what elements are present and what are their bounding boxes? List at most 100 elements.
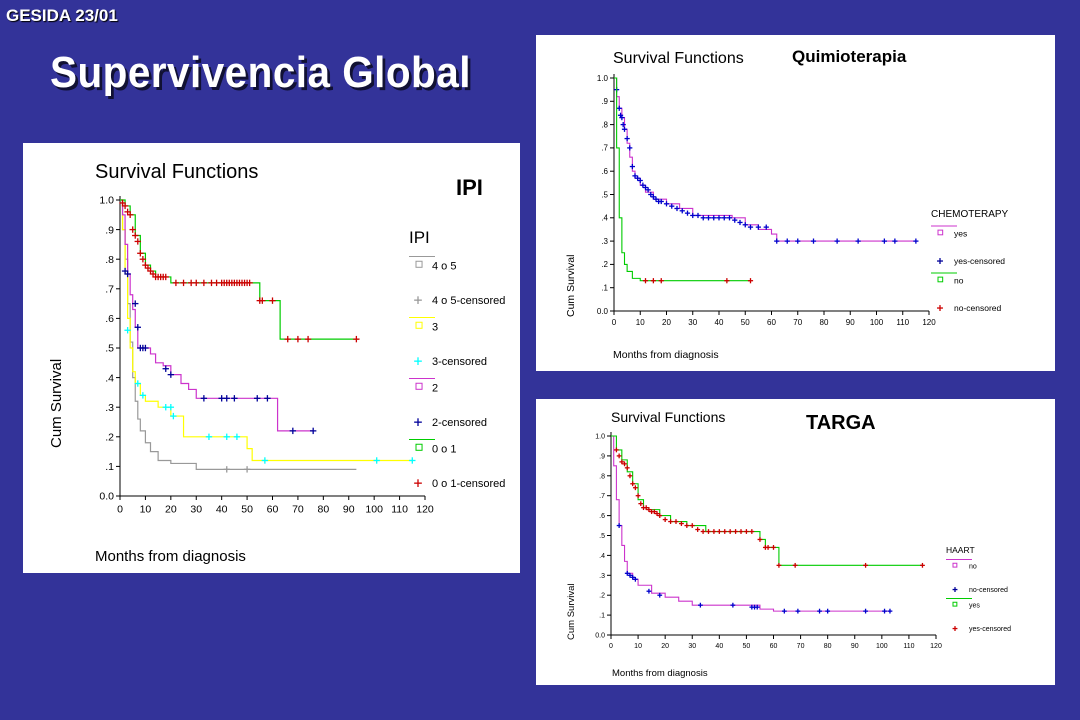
targa-panel-label: TARGA xyxy=(806,412,876,434)
targa-legend-label: yes-censored xyxy=(969,626,1011,633)
chemo-series-0-censor-mark xyxy=(700,215,706,221)
chemo-series-0-censor-mark xyxy=(763,224,769,230)
chemo-xtick-label: 0 xyxy=(612,318,617,327)
targa-series-1-censor-mark xyxy=(722,529,728,534)
targa-series-1-censor-mark xyxy=(689,523,695,528)
chemo-series-0-censor-mark xyxy=(637,177,643,184)
ipi-ytick-label: 0.0 xyxy=(99,491,114,503)
chemo-xtick-label: 90 xyxy=(846,318,855,327)
targa-y-axis-label: Cum Survival xyxy=(566,584,577,641)
targa-series-1-censor-mark xyxy=(632,485,638,491)
chemo-series-1-censor-mark xyxy=(747,278,754,284)
chemo-xtick-label: 20 xyxy=(662,318,671,327)
targa-xtick-label: 60 xyxy=(770,643,778,650)
chemo-series-0-line xyxy=(614,77,916,242)
ipi-legend-label: 4 o 5-censored xyxy=(432,295,505,307)
targa-series-0-censor-mark xyxy=(825,608,831,614)
chemo-ytick-label: .5 xyxy=(601,190,608,199)
targa-series-1-censor-mark xyxy=(614,447,619,453)
targa-xtick-label: 0 xyxy=(609,643,613,650)
targa-series-1-censor-mark xyxy=(771,545,776,550)
targa-series-1-censor-mark xyxy=(627,473,633,479)
ipi-series-3-censor-mark xyxy=(134,238,141,245)
targa-ytick-label: .1 xyxy=(599,613,605,620)
ipi-ytick-label: .3 xyxy=(105,402,114,414)
ipi-y-axis-label: Cum Survival xyxy=(48,359,65,448)
ipi-legend-label: 2-censored xyxy=(432,417,487,429)
chemo-series-0-censor-mark xyxy=(640,182,646,188)
chemo-legend-label: yes-censored xyxy=(954,256,1005,266)
targa-xtick-label: 80 xyxy=(824,643,832,650)
targa-xtick-label: 110 xyxy=(903,643,914,650)
targa-xtick-label: 100 xyxy=(876,643,888,650)
targa-series-0-censor-mark xyxy=(882,608,887,614)
ipi-series-3-censor-mark xyxy=(259,297,266,304)
targa-xtick-label: 10 xyxy=(634,643,642,650)
ipi-series-0-line xyxy=(120,199,357,470)
targa-xtick-label: 70 xyxy=(797,643,805,650)
targa-ytick-label: 0.0 xyxy=(595,632,605,639)
chemo-xtick-label: 110 xyxy=(896,318,909,327)
targa-series-1-censor-mark xyxy=(624,465,630,471)
chemo-legend-swatch xyxy=(937,229,944,236)
ipi-xtick-label: 70 xyxy=(292,504,304,516)
targa-ytick-label: .7 xyxy=(599,493,605,500)
ipi-series-3-censor-mark xyxy=(121,202,129,210)
ipi-series-0-censor-mark xyxy=(243,466,251,473)
targa-legend-label: no-censored xyxy=(969,587,1008,594)
targa-series-1-censor-mark xyxy=(654,511,660,517)
targa-series-1-censor-mark xyxy=(776,562,782,568)
ipi-ytick-label: 1.0 xyxy=(99,195,114,207)
targa-series-0-censor-mark xyxy=(863,608,868,614)
targa-chart-title: Survival Functions xyxy=(611,409,725,425)
targa-legend-censor-mark xyxy=(952,587,958,592)
chemo-xtick-label: 50 xyxy=(741,318,750,327)
chemo-series-0-censor-mark xyxy=(721,215,727,221)
targa-series-1-censor-mark xyxy=(668,519,673,524)
chemo-series-0-censor-mark xyxy=(627,145,633,151)
targa-series-0-censor-mark xyxy=(624,570,630,576)
targa-series-1-censor-mark xyxy=(733,529,738,534)
ipi-legend-title: IPI xyxy=(409,228,430,247)
targa-series-1-censor-mark xyxy=(616,453,622,459)
ipi-series-2-censor-mark xyxy=(264,395,271,402)
ipi-series-2-censor-mark xyxy=(231,395,238,402)
chemo-series-0-censor-mark xyxy=(645,187,651,193)
ipi-series-1-censor-mark xyxy=(223,433,230,440)
ipi-xtick-label: 20 xyxy=(165,504,177,516)
ipi-legend-censor-mark xyxy=(414,418,422,426)
chemo-series-0-censor-mark xyxy=(795,238,801,244)
targa-series-0-censor-mark xyxy=(795,608,801,614)
ipi-series-3-line xyxy=(120,199,359,340)
targa-series-1-censor-mark xyxy=(757,537,763,542)
ipi-xtick-label: 40 xyxy=(216,504,228,516)
chemo-chart-panel: Survival Functions Quimioterapia 0.0 .1 .2 .3… xyxy=(536,35,1055,371)
targa-legend-censor-mark xyxy=(952,626,958,631)
ipi-series-1-censor-mark xyxy=(134,380,141,387)
chemo-xtick-label: 60 xyxy=(767,318,776,327)
ipi-series-1-censor-mark xyxy=(261,457,269,464)
targa-series-0-censor-mark xyxy=(730,602,736,608)
targa-series-0-censor-mark xyxy=(627,572,633,578)
chemo-xtick-label: 80 xyxy=(820,318,829,327)
targa-series-1-censor-mark xyxy=(863,562,868,568)
chemo-series-1-censor-mark xyxy=(724,278,730,284)
ipi-series-3-censor-mark xyxy=(137,250,144,257)
ipi-series-3-censor-mark xyxy=(126,211,134,218)
ipi-series-2-censor-mark xyxy=(132,300,139,307)
chemo-series-0-censor-mark xyxy=(810,238,817,244)
ipi-xtick-label: 80 xyxy=(317,504,329,516)
ipi-series-1-line xyxy=(120,199,413,462)
ipi-series-3-censor-mark xyxy=(162,273,169,281)
chemo-xtick-label: 10 xyxy=(636,318,645,327)
chemo-xtick-label: 40 xyxy=(715,318,724,327)
chemo-ytick-label: .3 xyxy=(601,237,608,246)
ipi-ytick-label: .4 xyxy=(105,372,114,384)
ipi-legend-label: 0 o 1-censored xyxy=(432,478,505,490)
targa-survival-chart: Survival Functions TARGA 0.0 .1 .2 .3 .4 .5 .6 .7… xyxy=(566,409,1011,679)
chemo-legend-censor-mark xyxy=(937,258,943,264)
ipi-series-3-censor-mark xyxy=(180,279,187,287)
targa-series-1-censor-mark xyxy=(646,507,652,513)
ipi-ytick-label: .5 xyxy=(105,343,114,355)
ipi-legend-censor-mark xyxy=(414,296,422,304)
